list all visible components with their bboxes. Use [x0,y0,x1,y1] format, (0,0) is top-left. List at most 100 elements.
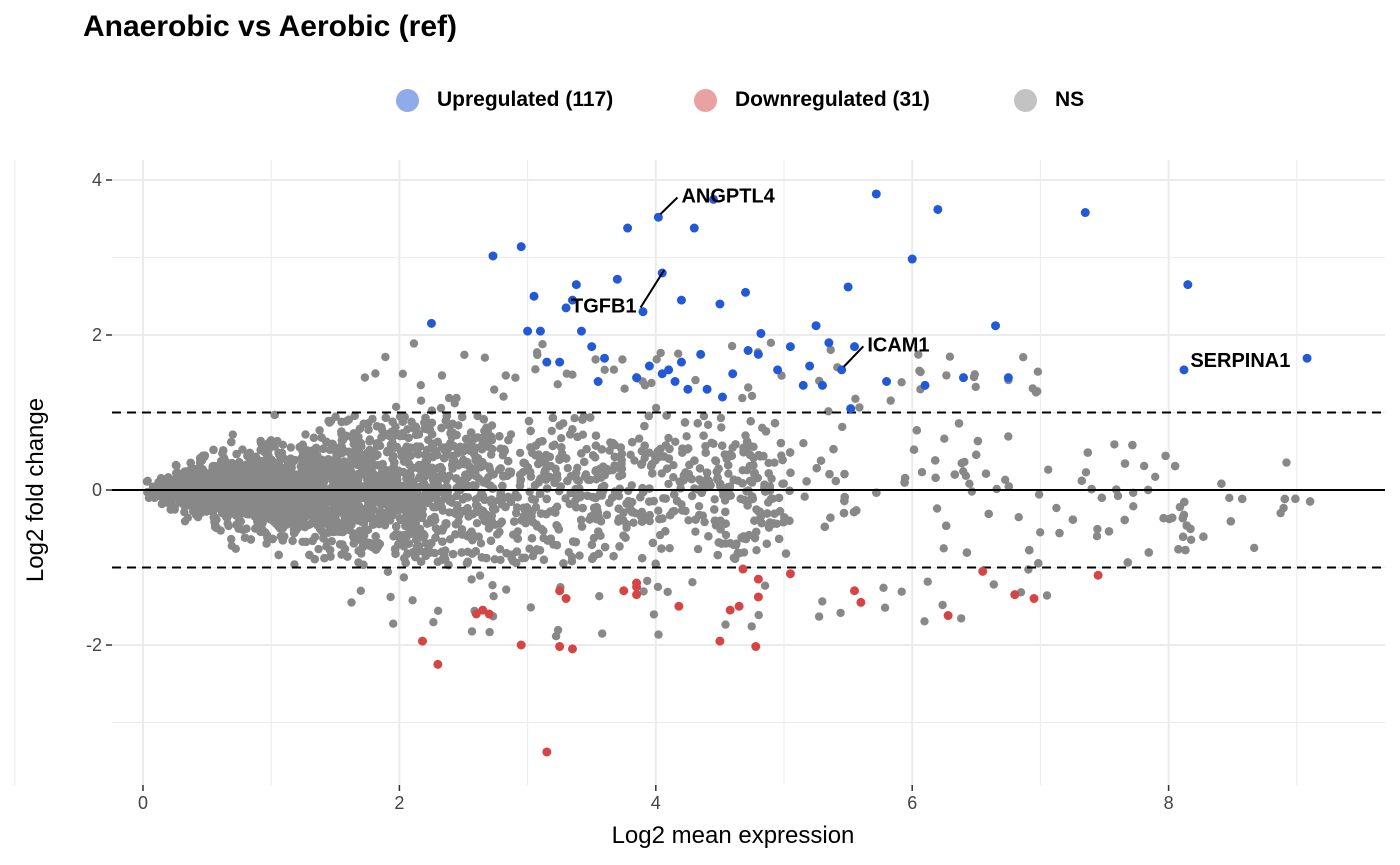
ns-point [572,503,581,512]
ns-point [700,517,709,527]
ns-point [691,527,700,536]
ns-point [1110,440,1119,449]
ns-point [799,439,808,448]
ns-point [183,513,192,522]
ns-point [1139,461,1149,471]
ns-point [286,443,295,452]
ns-point [627,481,636,490]
ns-point [445,535,455,544]
ns-point [1081,468,1091,477]
ns-point [932,504,942,513]
ns-point [800,492,809,501]
ns-point [563,463,572,473]
ns-point [716,413,726,423]
legend-item-ns: NS [1014,84,1084,116]
ns-point [575,551,584,560]
ns-point [525,487,534,496]
ns-point [557,434,566,443]
ns-point [1044,465,1053,474]
ns-point [1186,535,1196,544]
ns-point [1092,532,1102,541]
ns-point [635,434,644,443]
ns-point [472,519,482,528]
ns-point [752,546,761,555]
ns-point [717,423,726,432]
ns-point [779,479,788,488]
ns-point [1093,524,1102,534]
ns-point [711,457,721,466]
legend-label-downregulated: Downregulated (31) [735,88,930,111]
ns-point [724,469,733,478]
ns-point [495,545,505,554]
ns-point [564,548,573,557]
ns-point [645,448,654,457]
ns-point [1014,513,1023,522]
ns-point [917,468,927,477]
ns-point [484,524,494,533]
ns-point [547,426,556,436]
ns-point [314,544,323,554]
ns-point [671,437,680,446]
ns-point [687,491,697,501]
ns-point [1151,472,1160,481]
ns-point [227,534,236,544]
ns-point [496,555,505,565]
ns-point [694,502,704,511]
legend-label-upregulated: Upregulated (117) [437,88,614,111]
ns-point [967,487,977,496]
ns-point [959,467,968,476]
legend-label-ns: NS [1055,88,1085,111]
legend-key-downregulated [694,88,717,112]
ns-point [684,516,693,525]
legend-item-upregulated: Upregulated (117) [396,84,613,116]
ns-point [701,442,710,451]
ns-point [682,432,691,441]
ns-point [703,420,713,429]
ns-point [738,466,747,475]
ns-point [764,498,773,507]
ns-point [654,506,663,515]
legend-key-ns [1014,88,1037,112]
ns-point [512,503,522,512]
ns-point [228,430,237,439]
ns-point [561,494,570,503]
ns-point [721,530,731,540]
ns-point [764,458,773,468]
ns-points [142,338,1315,641]
ns-point [699,411,709,421]
legend-item-downregulated: Downregulated (31) [694,84,930,116]
ns-point [227,541,236,550]
ns-point [710,495,719,504]
ns-point [315,426,324,435]
ns-point [965,479,974,488]
ns-point [1036,528,1045,537]
ns-point [677,477,687,486]
ns-point [669,473,678,482]
legend-key-upregulated [396,88,419,112]
ns-point [1052,503,1061,513]
ns-point [1034,490,1044,499]
ns-point [664,479,673,489]
ns-point [570,414,579,423]
ns-point [629,518,638,527]
chart-title: Anaerobic vs Aerobic (ref) [83,10,457,43]
ns-point [476,539,486,548]
ns-point [1225,493,1234,503]
ns-point [1129,502,1138,511]
ns-point [940,434,949,443]
ns-point [515,448,525,458]
ns-point [831,476,840,486]
ns-point [238,445,247,454]
ns-point [589,533,599,543]
legend: Upregulated (117) Downregulated (31) NS [0,84,1400,116]
ns-point [702,474,712,484]
ns-point [142,477,152,486]
ns-point [1001,475,1010,484]
ns-point [1113,491,1123,501]
ns-point [939,544,948,553]
ns-point [1279,503,1288,513]
ns-point [473,411,482,421]
ns-point [1250,543,1259,553]
ns-point [665,544,674,553]
